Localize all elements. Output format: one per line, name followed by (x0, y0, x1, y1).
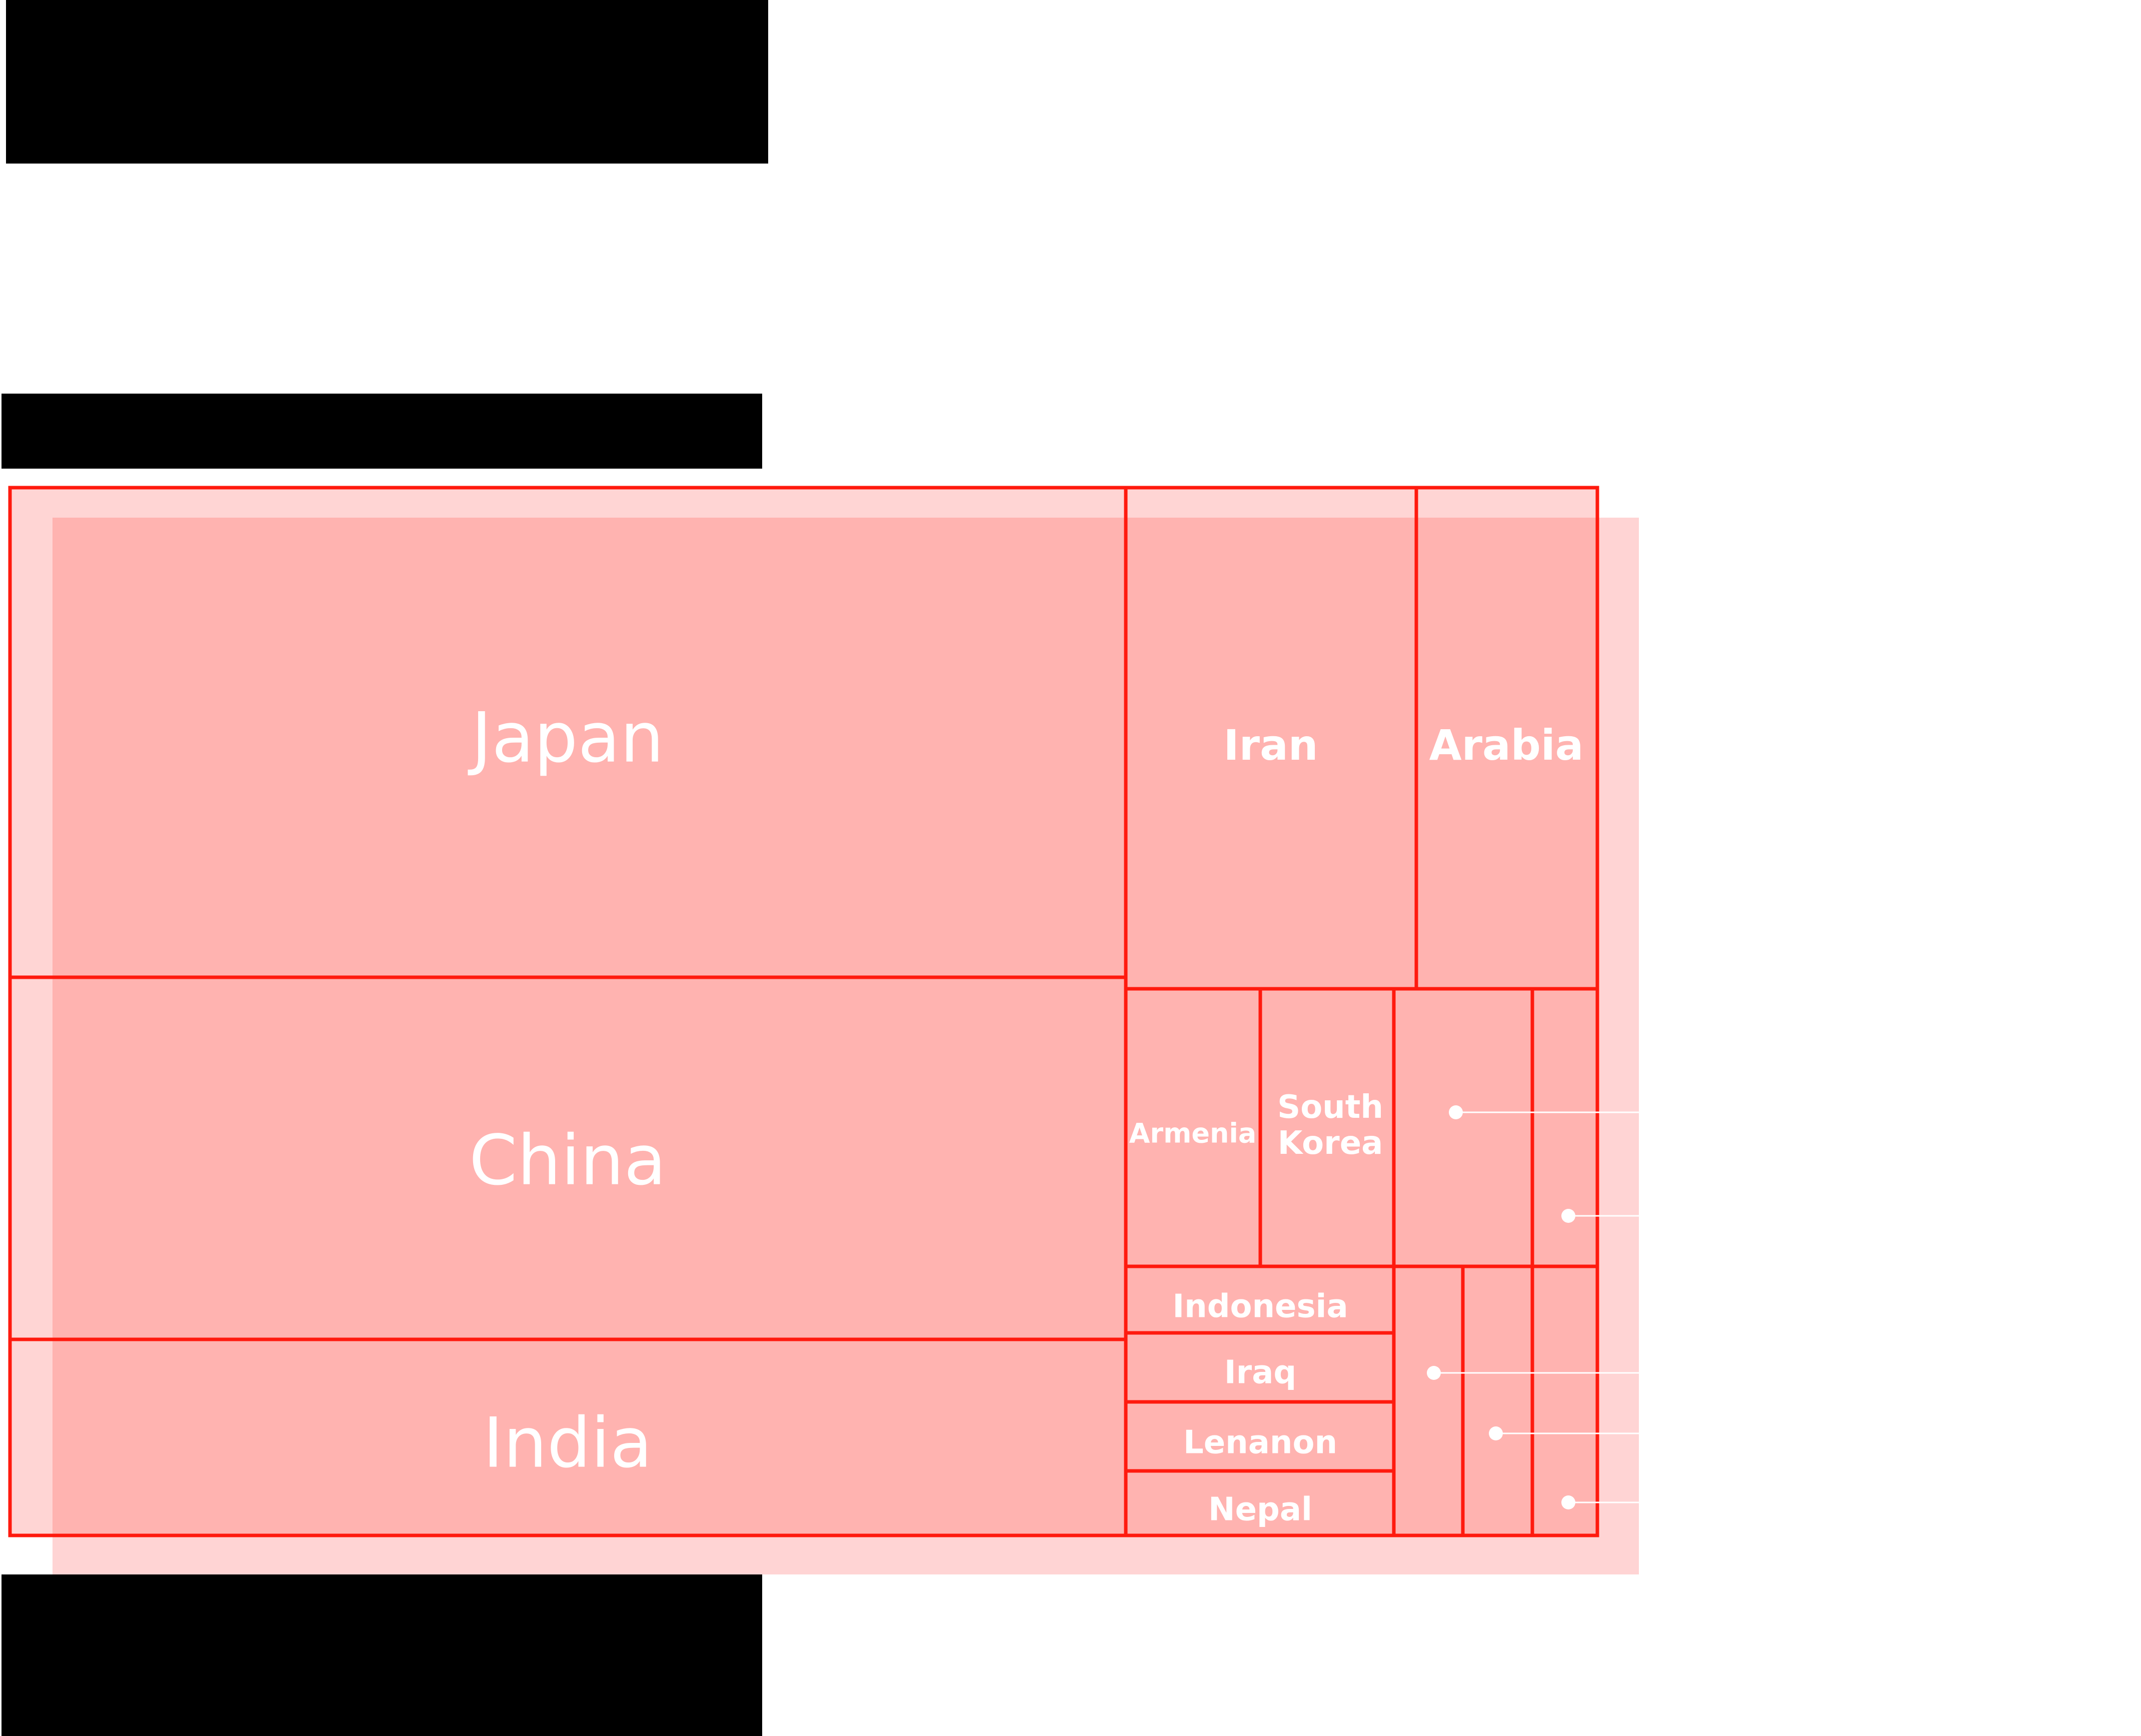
cell-south-korea-label: South Korea (1277, 1089, 1383, 1162)
redacted-title-block (6, 0, 768, 164)
redacted-subtitle-block (2, 394, 762, 469)
cell-lenanon-label: Lenanon (1183, 1424, 1337, 1461)
callout-unlabeled-4-dot (1489, 1426, 1503, 1440)
callout-unlabeled-3-dot (1427, 1366, 1441, 1380)
cell-iran-label: Iran (1223, 721, 1318, 770)
callout-unlabeled-1-dot (1449, 1105, 1463, 1119)
cell-unlabeled-5 (1530, 1264, 1599, 1537)
cell-japan-label: Japan (468, 698, 664, 778)
cell-arabia-label: Arabia (1429, 721, 1584, 770)
cell-nepal-label: Nepal (1208, 1491, 1312, 1528)
cell-india-label: India (483, 1403, 653, 1483)
cell-armenia-label: Armenia (1129, 1118, 1257, 1149)
cell-china-label: China (469, 1120, 666, 1201)
callout-unlabeled-2-dot (1561, 1209, 1575, 1223)
cell-indonesia-label: Indonesia (1172, 1288, 1348, 1325)
cell-iraq-label: Iraq (1224, 1354, 1296, 1391)
callout-unlabeled-5-dot (1561, 1495, 1575, 1509)
redacted-footer-block (2, 1574, 762, 1736)
treemap-overlap-area (53, 518, 1597, 1535)
